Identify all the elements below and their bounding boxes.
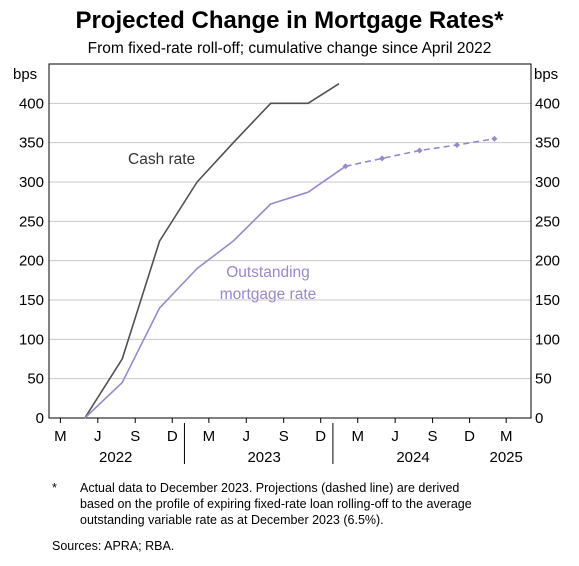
x-year-label-2024: 2024 xyxy=(396,449,429,466)
y-axis-unit-left: bps xyxy=(13,66,37,83)
x-tick-labels: M J S D M J S D M J S D M 2022 2023 2024 2025 xyxy=(54,418,523,466)
x-year-label-2025: 2025 xyxy=(490,449,523,466)
y-tick-left-150: 150 xyxy=(19,292,44,309)
x-tick-label-7: D xyxy=(315,428,326,445)
x-year-label-2023: 2023 xyxy=(247,449,280,466)
y-tick-left-100: 100 xyxy=(19,331,44,348)
footnote-line-2: based on the profile of expiring fixed-r… xyxy=(80,497,472,511)
projection-point-2 xyxy=(416,147,423,154)
x-tick-label-9: J xyxy=(391,428,399,445)
chart-subtitle: From fixed-rate roll-off; cumulative cha… xyxy=(88,40,492,57)
footnote-marker: * xyxy=(52,481,57,495)
y-tick-right-250: 250 xyxy=(535,213,560,230)
footnote-line-1: Actual data to December 2023. Projection… xyxy=(80,481,459,495)
y-tick-right-350: 350 xyxy=(535,135,560,152)
y-axis-unit-right: bps xyxy=(534,66,558,83)
y-tick-left-200: 200 xyxy=(19,253,44,270)
y-tick-right-400: 400 xyxy=(535,95,560,112)
projection-point-4 xyxy=(491,135,498,142)
y-tick-right-200: 200 xyxy=(535,253,560,270)
annotation-mortgage-rate-line2: mortgage rate xyxy=(220,286,317,303)
y-tick-right-50: 50 xyxy=(535,371,552,388)
y-tick-right-150: 150 xyxy=(535,292,560,309)
y-tick-left-350: 350 xyxy=(19,135,44,152)
y-tick-left-0: 0 xyxy=(36,410,44,427)
x-tick-label-1: J xyxy=(94,428,102,445)
x-tick-label-12: M xyxy=(500,428,513,445)
x-tick-label-11: D xyxy=(464,428,475,445)
y-tick-right-0: 0 xyxy=(535,410,543,427)
y-tick-left-50: 50 xyxy=(27,371,44,388)
sources-note: Sources: APRA; RBA. xyxy=(52,539,174,553)
x-tick-label-3: D xyxy=(167,428,178,445)
x-tick-label-4: M xyxy=(203,428,216,445)
y-tick-left-400: 400 xyxy=(19,95,44,112)
y-tick-labels: 0 0 50 50 100 100 150 150 200 200 250 250 300 300 350 3… xyxy=(19,95,560,427)
y-tick-right-100: 100 xyxy=(535,331,560,348)
y-tick-left-300: 300 xyxy=(19,174,44,191)
projection-point-1 xyxy=(379,155,386,162)
x-tick-label-5: J xyxy=(243,428,251,445)
x-tick-label-6: S xyxy=(279,428,289,445)
plot-frame xyxy=(48,63,532,419)
y-tick-left-250: 250 xyxy=(19,213,44,230)
x-tick-label-10: S xyxy=(428,428,438,445)
x-year-label-2022: 2022 xyxy=(99,449,132,466)
x-tick-label-2: S xyxy=(130,428,140,445)
series-line-1 xyxy=(84,165,346,419)
x-tick-label-0: M xyxy=(54,428,67,445)
y-tick-right-300: 300 xyxy=(535,174,560,191)
annotation-mortgage-rate-line1: Outstanding xyxy=(226,264,310,281)
footnote-line-3: outstanding variable rate as at December… xyxy=(80,513,384,527)
series-lines xyxy=(84,83,495,419)
x-tick-label-8: M xyxy=(351,428,364,445)
projection-point-3 xyxy=(453,142,460,149)
gridlines xyxy=(49,102,531,380)
projection-markers xyxy=(342,135,498,170)
chart-title: Projected Change in Mortgage Rates* xyxy=(75,7,504,34)
annotation-cash-rate: Cash rate xyxy=(128,151,195,168)
projection-point-0 xyxy=(342,163,349,170)
series-line-0 xyxy=(84,83,340,419)
